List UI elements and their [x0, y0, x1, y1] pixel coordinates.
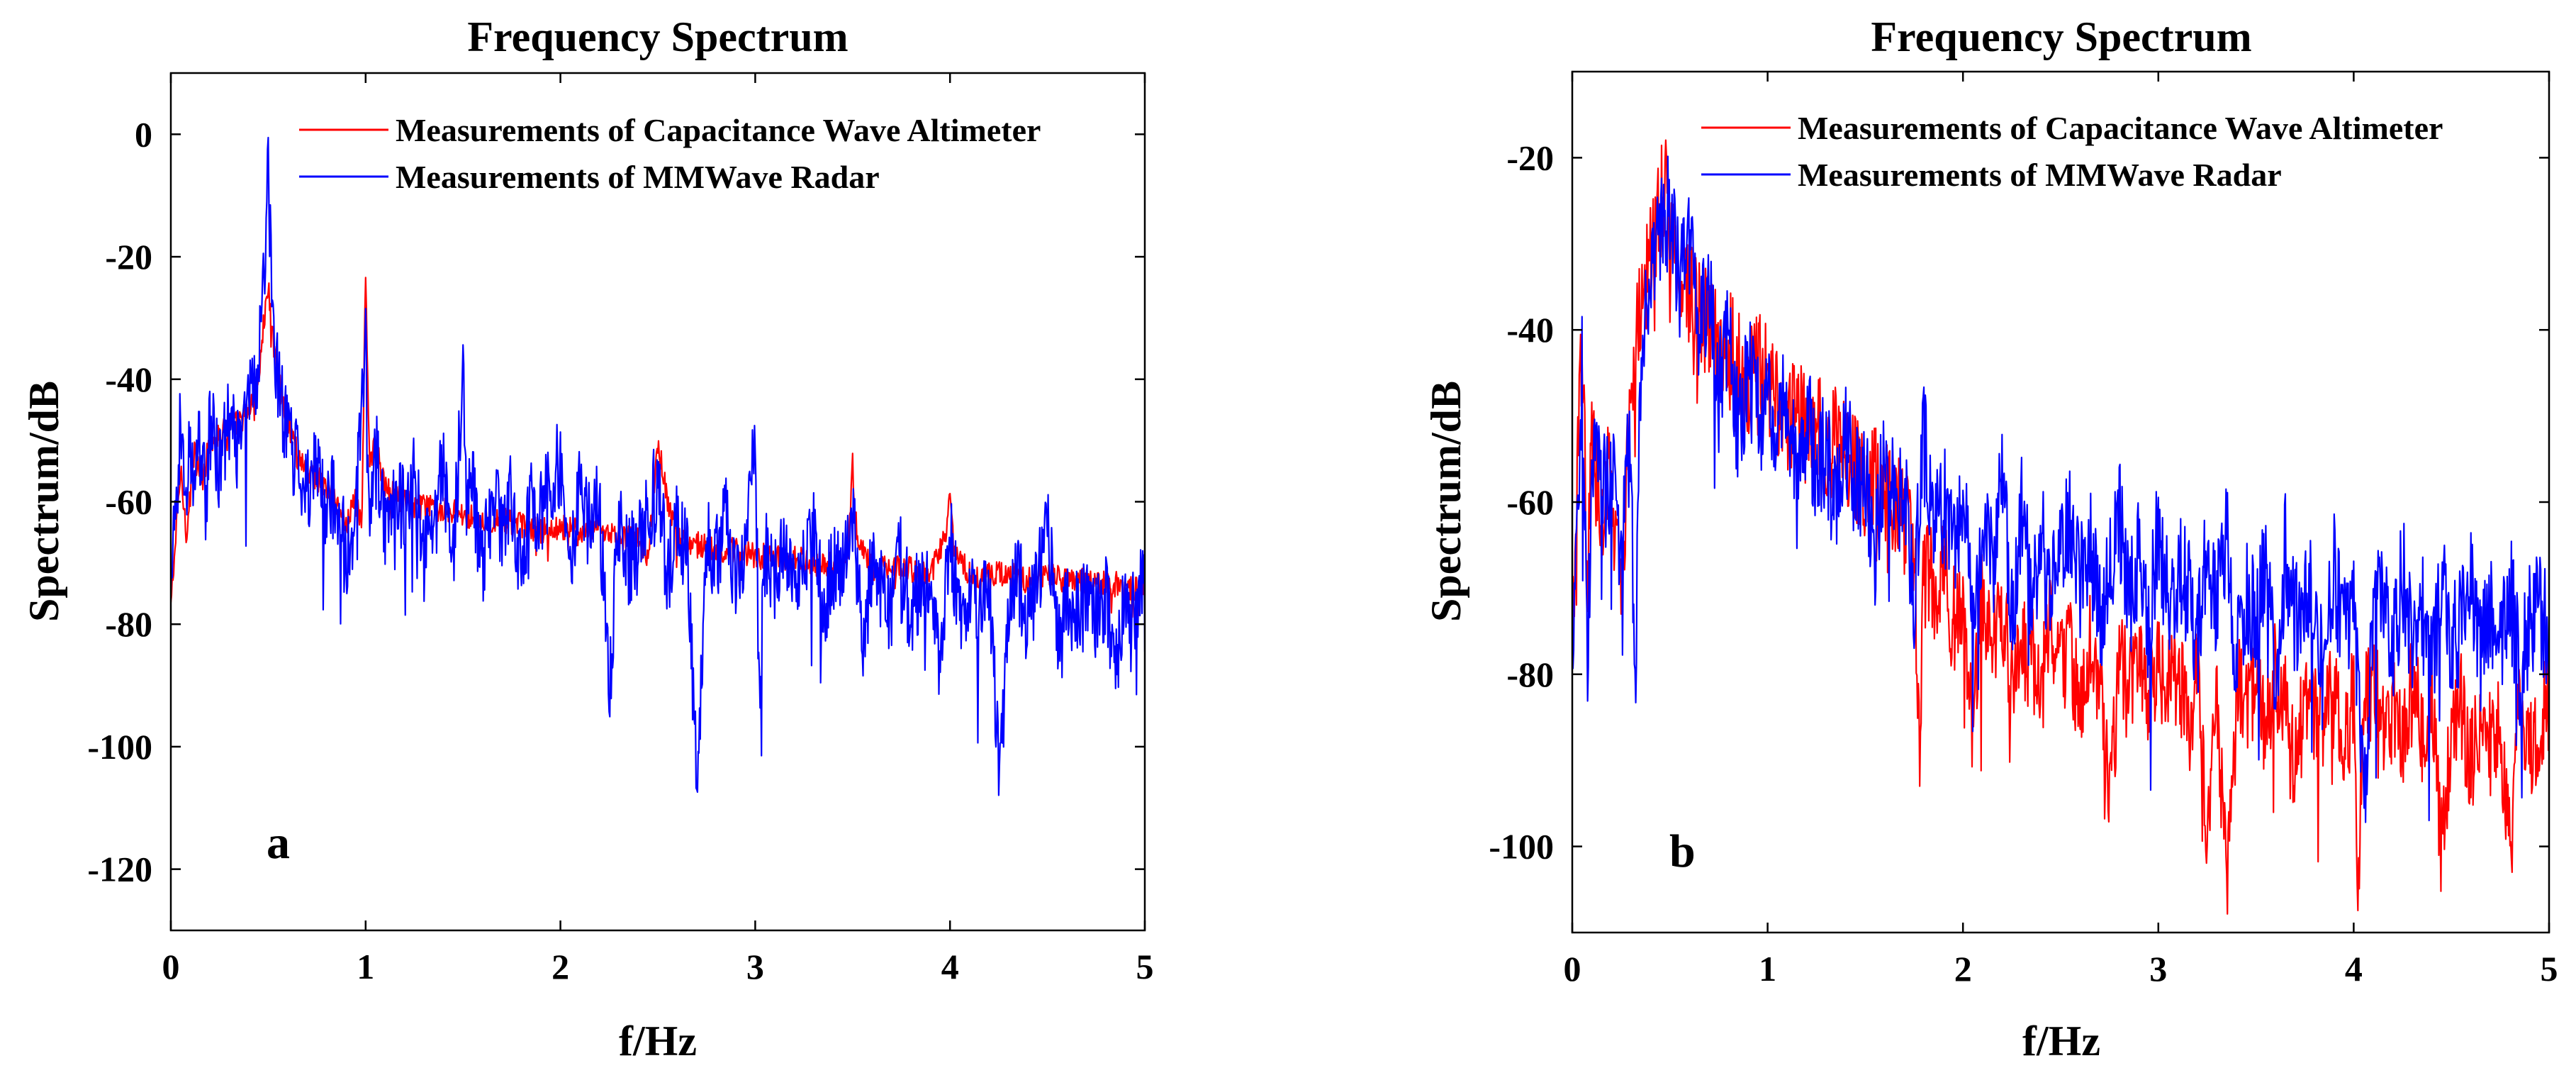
- y-tick-label: 0: [135, 114, 152, 154]
- y-tick-label: -60: [105, 482, 152, 522]
- legend-label-capacitance: Measurements of Capacitance Wave Altimet…: [396, 112, 1041, 148]
- y-axis-label: Spectrum/dB: [1423, 381, 1469, 622]
- legend: Measurements of Capacitance Wave Altimet…: [1701, 110, 2443, 193]
- panel-label: a: [267, 817, 290, 869]
- y-tick-label: -40: [1506, 310, 1554, 350]
- x-tick-label: 5: [2541, 949, 2558, 989]
- plot-area: [171, 136, 1145, 796]
- y-tick-label: -60: [1506, 482, 1554, 522]
- legend-label-capacitance: Measurements of Capacitance Wave Altimet…: [1798, 110, 2443, 146]
- y-axis: -20 -40 -60 -80 -100: [1489, 138, 2549, 867]
- panel-label: b: [1669, 825, 1696, 877]
- chart-panel-b: Frequency Spectrum -20 -40 -60 -80 -100 0 1 2 3…: [1423, 13, 2558, 1064]
- legend-label-mmwave: Measurements of MMWave Radar: [396, 159, 880, 195]
- y-axis: 0 -20 -40 -60 -80 -100 -120: [87, 114, 1145, 889]
- x-tick-label: 2: [1954, 949, 1972, 989]
- y-axis-label: Spectrum/dB: [21, 381, 67, 622]
- x-tick-label: 1: [357, 947, 374, 986]
- x-tick-label: 2: [551, 947, 569, 986]
- x-axis: 0 1 2 3 4 5: [1564, 72, 2558, 989]
- y-tick-label: -40: [105, 360, 152, 399]
- legend: Measurements of Capacitance Wave Altimet…: [299, 112, 1041, 195]
- y-tick-label: -120: [87, 850, 152, 889]
- chart-title: Frequency Spectrum: [1871, 13, 2251, 60]
- y-tick-label: -100: [87, 727, 152, 767]
- plot-area: [1572, 139, 2549, 915]
- x-axis-label: f/Hz: [619, 1018, 697, 1064]
- chart-panel-a: Frequency Spectrum 0 -20 -40 -60 -80 -100 -120…: [21, 13, 1154, 1064]
- x-axis: 0 1 2 3 4 5: [162, 73, 1154, 986]
- x-tick-label: 3: [746, 947, 764, 986]
- y-tick-label: -80: [1506, 655, 1554, 694]
- y-tick-label: -20: [105, 237, 152, 277]
- y-tick-label: -20: [1506, 138, 1554, 177]
- y-tick-label: -100: [1489, 827, 1554, 867]
- x-tick-label: 0: [1564, 949, 1581, 989]
- x-axis-label: f/Hz: [2022, 1018, 2100, 1064]
- x-tick-label: 0: [162, 947, 180, 986]
- chart-title: Frequency Spectrum: [467, 13, 848, 60]
- series-line-mmwave: [1572, 155, 2549, 823]
- series-line-mmwave: [171, 136, 1145, 796]
- x-tick-label: 4: [941, 947, 959, 986]
- legend-label-mmwave: Measurements of MMWave Radar: [1798, 157, 2282, 193]
- x-tick-label: 1: [1759, 949, 1776, 989]
- x-tick-label: 3: [2149, 949, 2167, 989]
- y-tick-label: -80: [105, 604, 152, 644]
- x-tick-label: 4: [2345, 949, 2363, 989]
- x-tick-label: 5: [1136, 947, 1154, 986]
